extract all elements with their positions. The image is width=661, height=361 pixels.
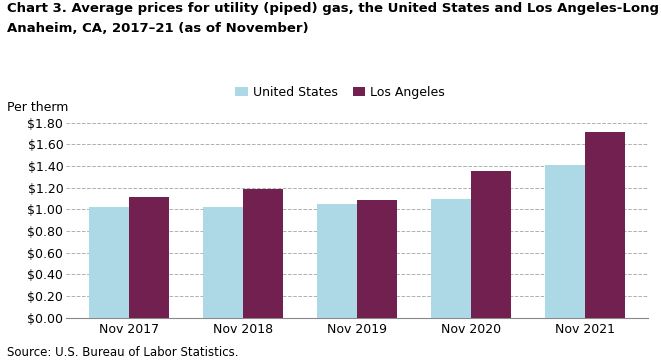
Bar [129,197,169,318]
Bar [585,132,625,318]
Legend: United States, Los Angeles: United States, Los Angeles [235,86,445,99]
Bar [471,171,511,318]
Bar [545,165,585,318]
Bar [431,199,471,318]
Bar [243,189,283,318]
Bar [317,204,357,318]
Text: Chart 3. Average prices for utility (piped) gas, the United States and Los Angel: Chart 3. Average prices for utility (pip… [7,2,661,15]
Text: Anaheim, CA, 2017–21 (as of November): Anaheim, CA, 2017–21 (as of November) [7,22,308,35]
Bar [357,200,397,318]
Text: Per therm: Per therm [7,101,68,114]
Bar [203,207,243,318]
Text: Source: U.S. Bureau of Labor Statistics.: Source: U.S. Bureau of Labor Statistics. [7,346,238,359]
Bar [89,207,129,318]
